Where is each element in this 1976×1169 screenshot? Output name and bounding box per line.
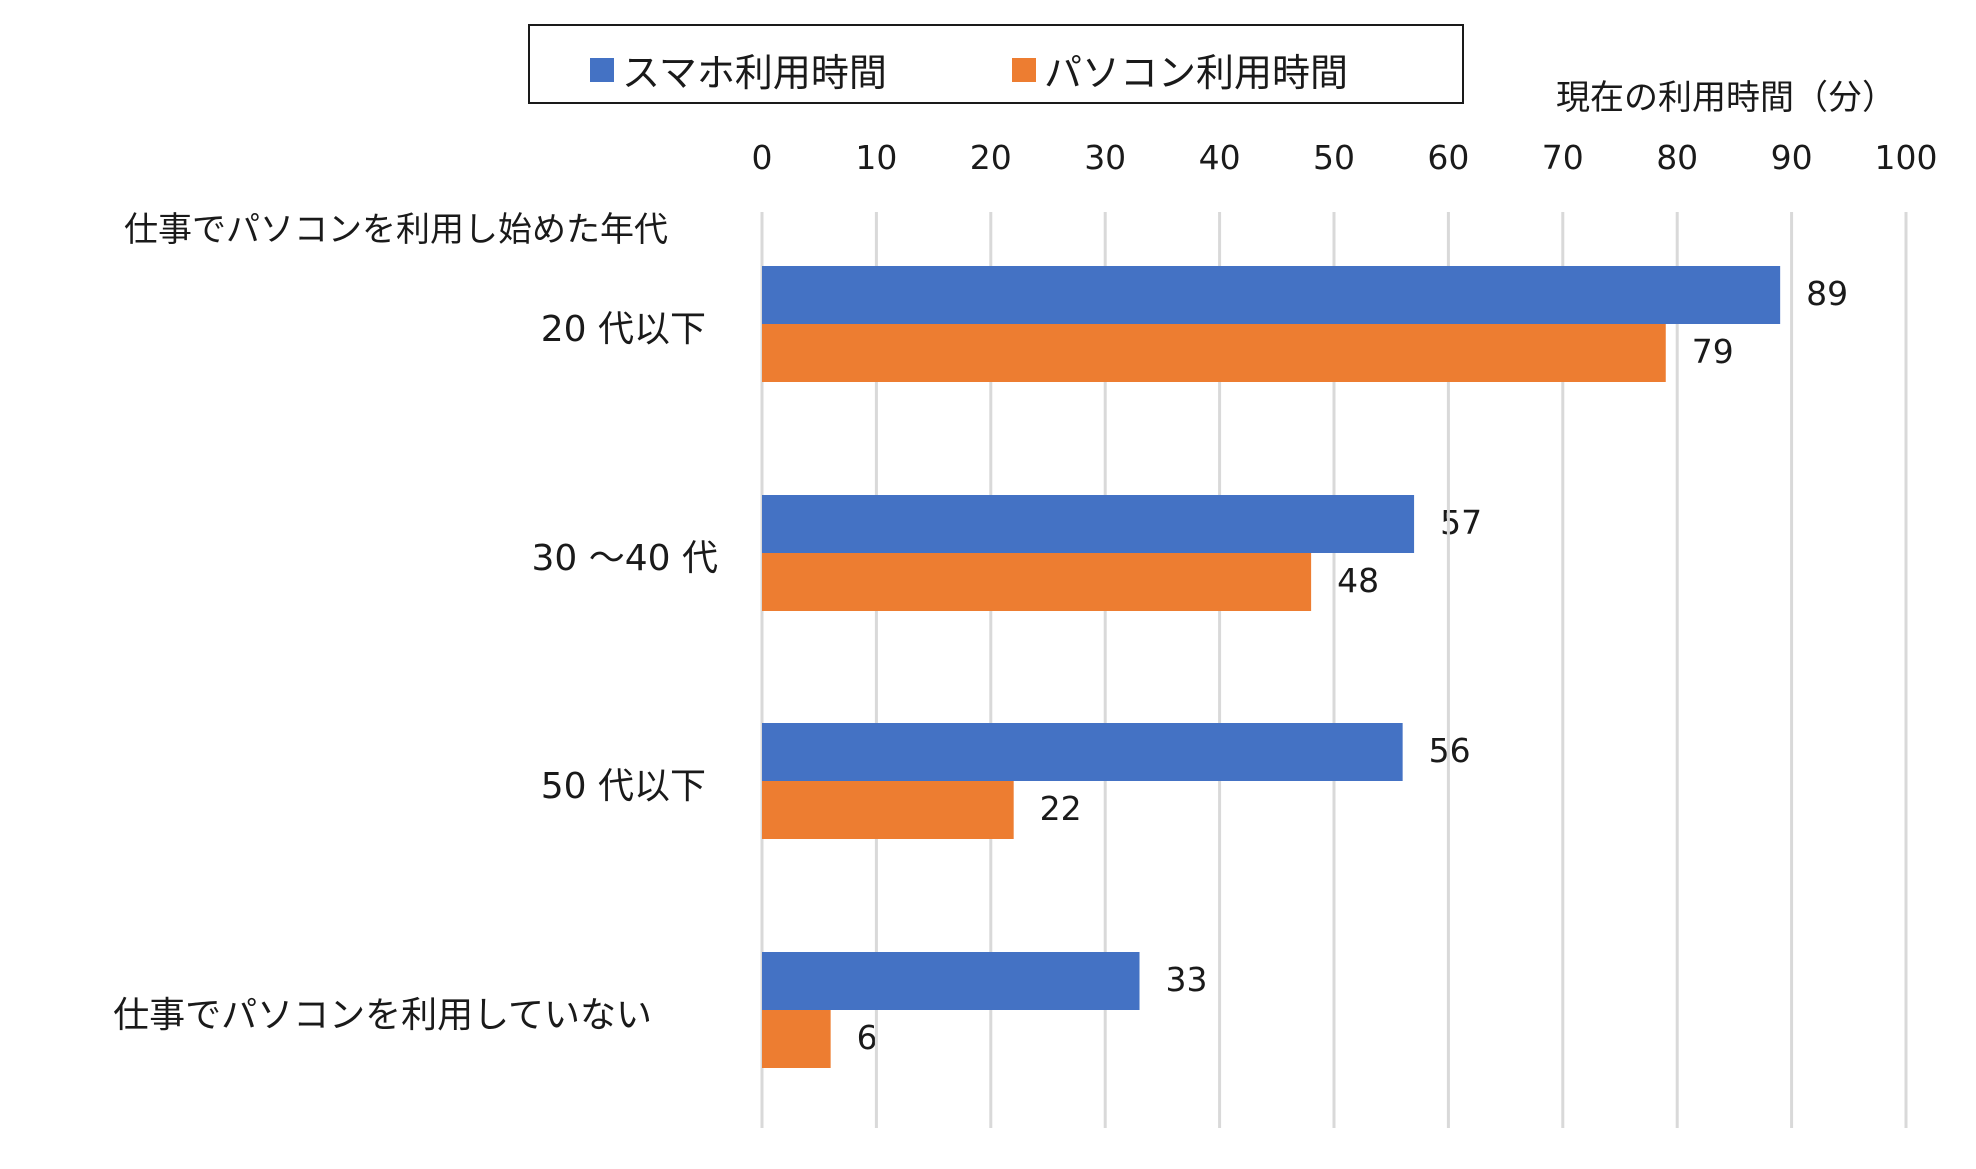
legend-swatch-series-1 bbox=[1012, 57, 1036, 82]
legend: スマホ利用時間 パソコン利用時間 bbox=[528, 24, 1464, 104]
x-tick-label-50: 50 bbox=[1313, 138, 1355, 177]
x-tick-label-70: 70 bbox=[1541, 138, 1584, 177]
y-axis-label: 仕事でパソコンを利用し始めた年代 bbox=[124, 210, 668, 250]
x-tick-label-0: 0 bbox=[751, 138, 773, 177]
bar-series-0-cat-0 bbox=[762, 266, 1781, 324]
bar-series-0-cat-2 bbox=[762, 723, 1403, 781]
data-label-series-0-cat-3: 33 bbox=[1165, 960, 1208, 999]
data-label-series-1-cat-3: 6 bbox=[856, 1018, 878, 1057]
x-tick-label-20: 20 bbox=[969, 138, 1012, 177]
legend-item-series-0: スマホ利用時間 bbox=[590, 42, 887, 97]
bar-series-1-cat-3 bbox=[762, 1010, 831, 1068]
data-label-series-1-cat-2: 22 bbox=[1039, 789, 1082, 828]
bar-series-1-cat-2 bbox=[762, 781, 1014, 839]
category-label-1: 30 ～40 代 bbox=[531, 538, 718, 579]
legend-item-series-1: パソコン利用時間 bbox=[1012, 42, 1348, 97]
bar-series-0-cat-3 bbox=[762, 952, 1140, 1010]
data-label-series-0-cat-0: 89 bbox=[1806, 274, 1849, 313]
x-tick-label-60: 60 bbox=[1427, 138, 1470, 177]
category-label-0: 20 代以下 bbox=[540, 309, 706, 350]
x-tick-label-80: 80 bbox=[1656, 138, 1699, 177]
x-tick-label-30: 30 bbox=[1084, 138, 1127, 177]
bar-series-1-cat-0 bbox=[762, 324, 1666, 382]
data-label-series-1-cat-1: 48 bbox=[1337, 561, 1380, 600]
x-tick-label-100: 100 bbox=[1874, 138, 1938, 177]
x-tick-label-90: 90 bbox=[1770, 138, 1813, 177]
category-label-2: 50 代以下 bbox=[540, 766, 706, 807]
x-tick-label-10: 10 bbox=[855, 138, 898, 177]
legend-swatch-series-0 bbox=[590, 57, 614, 82]
x-tick-label-40: 40 bbox=[1198, 138, 1241, 177]
x-axis-label: 現在の利用時間（分） bbox=[1556, 78, 1896, 118]
legend-label-series-1: パソコン利用時間 bbox=[1044, 51, 1349, 95]
bar-series-0-cat-1 bbox=[762, 495, 1415, 553]
bar-series-1-cat-1 bbox=[762, 553, 1312, 611]
legend-label-series-0: スマホ利用時間 bbox=[622, 51, 887, 95]
category-label-3: 仕事でパソコンを利用していない bbox=[113, 995, 652, 1036]
data-label-series-1-cat-0: 79 bbox=[1691, 332, 1734, 371]
